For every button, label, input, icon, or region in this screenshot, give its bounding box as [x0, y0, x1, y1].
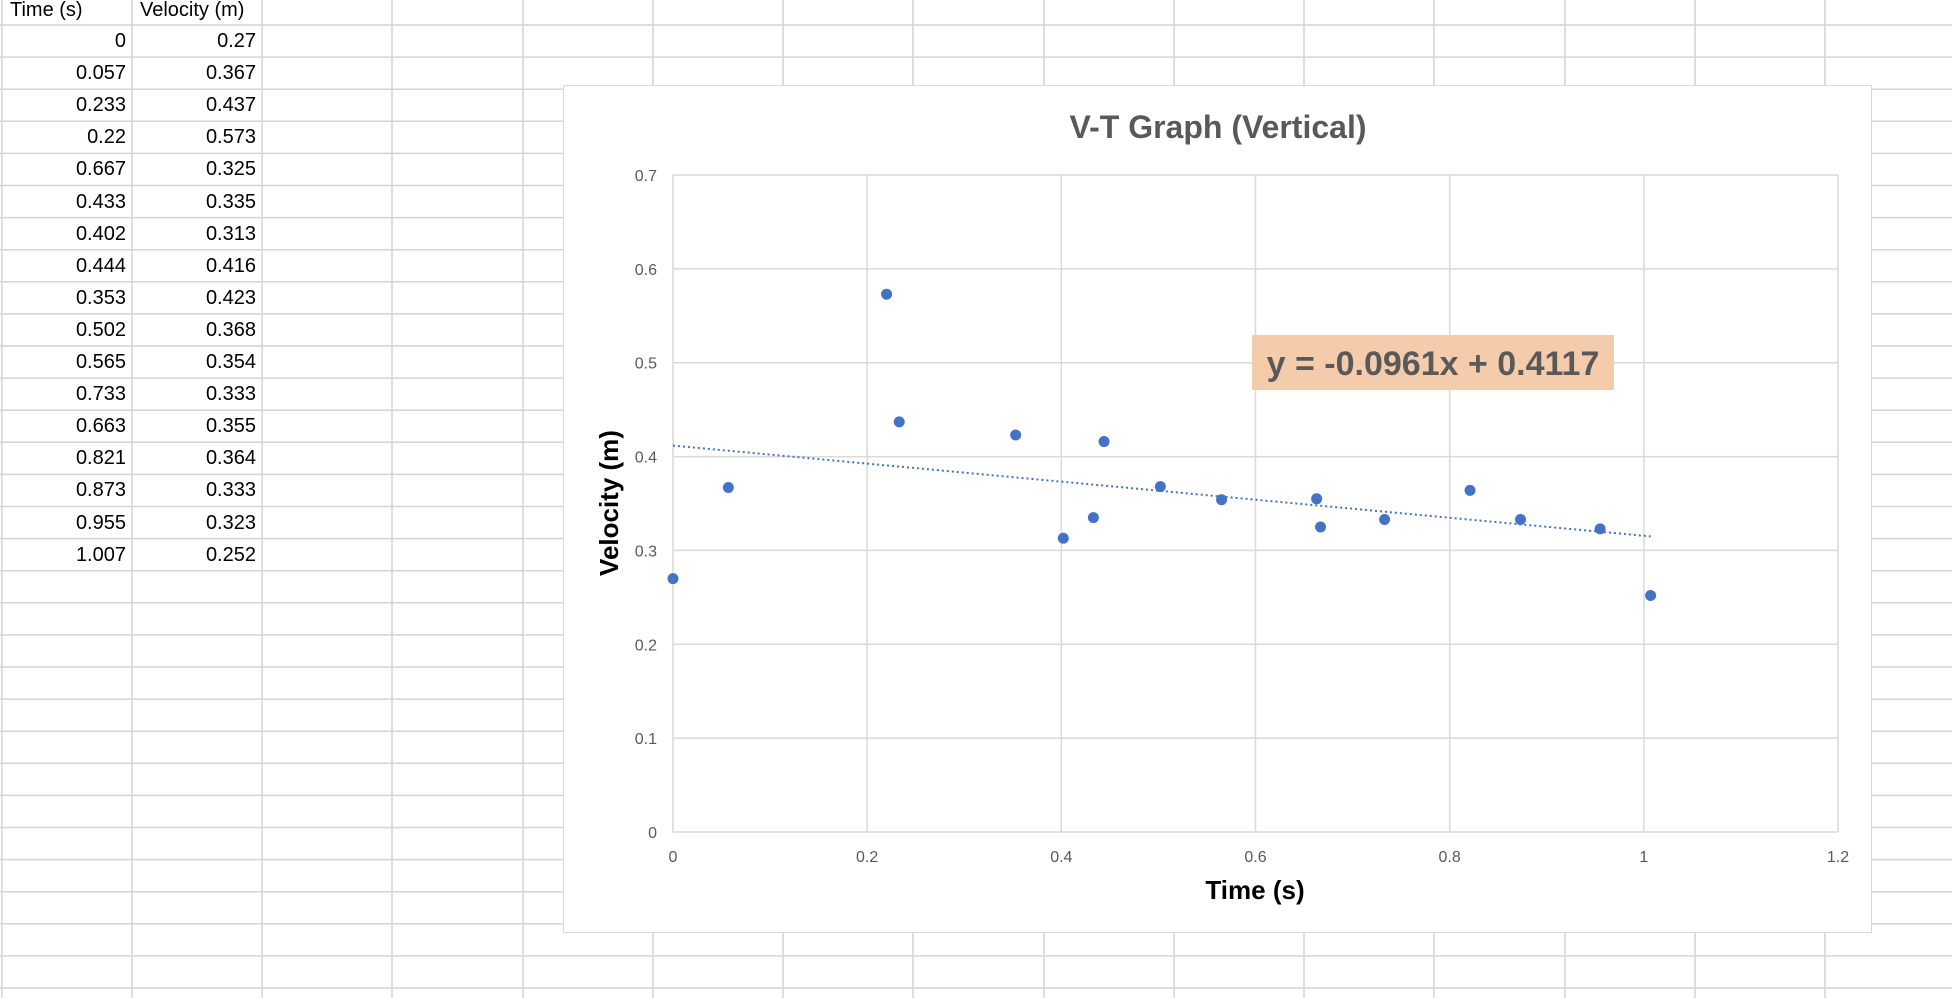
x-axis-ticks: 0 0.2 0.4 0.6 0.8 1 1.2: [669, 849, 1850, 866]
data-cell[interactable]: 0: [114, 30, 126, 52]
data-cell[interactable]: 0.821: [75, 447, 126, 470]
x-tick-label: 0.8: [1439, 849, 1461, 866]
chart-gridlines: [672, 174, 1839, 833]
x-tick-label: 0: [669, 849, 678, 866]
data-point[interactable]: [1645, 589, 1657, 601]
x-tick-label: 0.2: [856, 849, 878, 866]
data-cell[interactable]: 0.368: [205, 318, 256, 341]
data-cell[interactable]: 0.233: [75, 94, 126, 117]
data-point[interactable]: [1057, 532, 1069, 544]
data-point[interactable]: [1216, 494, 1228, 506]
data-cell[interactable]: 1.007: [75, 543, 126, 566]
data-cell[interactable]: 0.433: [75, 190, 126, 213]
data-cell[interactable]: 0.416: [205, 254, 256, 277]
data-cell[interactable]: 0.27: [217, 30, 256, 52]
data-point[interactable]: [1154, 481, 1166, 493]
data-cell[interactable]: 0.367: [205, 62, 256, 85]
y-tick-label: 0.5: [635, 356, 657, 373]
data-cell[interactable]: 0.663: [75, 415, 126, 438]
data-cell[interactable]: 0.353: [75, 286, 126, 309]
x-tick-label: 0.6: [1244, 849, 1266, 866]
trendline-equation-label[interactable]: y = -0.0961x + 0.4117: [1252, 335, 1614, 390]
y-tick-label: 0.7: [635, 168, 657, 185]
x-tick-label: 0.4: [1050, 849, 1072, 866]
data-point[interactable]: [1098, 436, 1110, 448]
data-points[interactable]: [667, 288, 1657, 601]
x-tick-label: 1: [1639, 849, 1648, 866]
data-cell[interactable]: 0.335: [205, 190, 256, 213]
data-point[interactable]: [1515, 513, 1527, 525]
data-cell[interactable]: 0.667: [75, 158, 126, 181]
y-tick-label: 0: [648, 825, 657, 842]
data-cell[interactable]: 0.333: [205, 383, 256, 406]
scatter-chart: 0 0.1 0.2 0.3 0.4 0.5 0.6 0.7 0 0.2 0.4 0.6 0.8 1 1.2…: [594, 109, 1850, 905]
x-tick-label: 1.2: [1827, 849, 1849, 866]
y-axis-title[interactable]: Velocity (m): [594, 430, 624, 576]
data-cell[interactable]: 0.502: [75, 318, 126, 341]
y-tick-label: 0.4: [635, 450, 657, 467]
equation-label-background: [1252, 335, 1614, 390]
data-point[interactable]: [1464, 484, 1476, 496]
y-tick-label: 0.3: [635, 543, 657, 560]
data-point[interactable]: [722, 482, 734, 494]
data-point[interactable]: [1379, 513, 1391, 525]
data-point[interactable]: [667, 573, 679, 585]
data-cell[interactable]: 0.733: [75, 383, 126, 406]
data-cell[interactable]: 0.325: [205, 158, 256, 181]
data-cell[interactable]: 0.057: [75, 62, 126, 85]
y-tick-label: 0.1: [635, 731, 657, 748]
data-cell[interactable]: 0.402: [75, 222, 126, 245]
header-cell[interactable]: Time (s): [10, 0, 83, 21]
data-point[interactable]: [893, 416, 905, 428]
data-point[interactable]: [1087, 512, 1099, 524]
data-cell[interactable]: 0.873: [75, 479, 126, 502]
data-point[interactable]: [1315, 521, 1327, 533]
data-cell[interactable]: 0.323: [205, 511, 256, 534]
data-cell[interactable]: 0.565: [75, 351, 126, 373]
chart-title[interactable]: V-T Graph (Vertical): [1070, 109, 1367, 145]
data-point[interactable]: [1311, 493, 1323, 505]
data-cell[interactable]: 0.423: [205, 286, 256, 309]
data-point[interactable]: [1010, 429, 1022, 441]
data-cell[interactable]: 0.364: [205, 447, 256, 470]
data-cell[interactable]: 0.355: [205, 415, 256, 438]
data-cell[interactable]: 0.22: [87, 126, 126, 149]
data-cell[interactable]: 0.354: [205, 351, 256, 373]
header-cell[interactable]: Velocity (m): [140, 0, 245, 21]
data-cell[interactable]: 0.333: [205, 479, 256, 502]
data-cell[interactable]: 0.955: [75, 511, 126, 534]
data-cell[interactable]: 0.252: [205, 543, 256, 566]
data-cell[interactable]: 0.573: [205, 126, 256, 149]
data-point[interactable]: [881, 288, 893, 300]
data-point[interactable]: [1594, 523, 1606, 535]
x-axis-title[interactable]: Time (s): [1205, 875, 1304, 905]
data-cell[interactable]: 0.313: [205, 222, 256, 245]
y-tick-label: 0.6: [635, 262, 657, 279]
chart-area[interactable]: 0 0.1 0.2 0.3 0.4 0.5 0.6 0.7 0 0.2 0.4 0.6 0.8 1 1.2…: [563, 85, 1872, 933]
data-cell[interactable]: 0.444: [75, 254, 126, 277]
equation-label-text: y = -0.0961x + 0.4117: [1267, 345, 1600, 383]
data-cell[interactable]: 0.437: [205, 94, 256, 117]
y-tick-label: 0.2: [635, 637, 657, 654]
y-axis-ticks: 0 0.1 0.2 0.3 0.4 0.5 0.6 0.7: [635, 168, 657, 842]
